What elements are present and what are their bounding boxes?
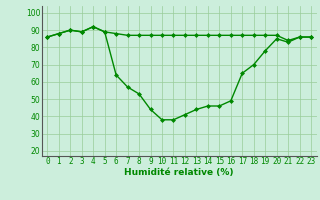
X-axis label: Humidité relative (%): Humidité relative (%): [124, 168, 234, 177]
